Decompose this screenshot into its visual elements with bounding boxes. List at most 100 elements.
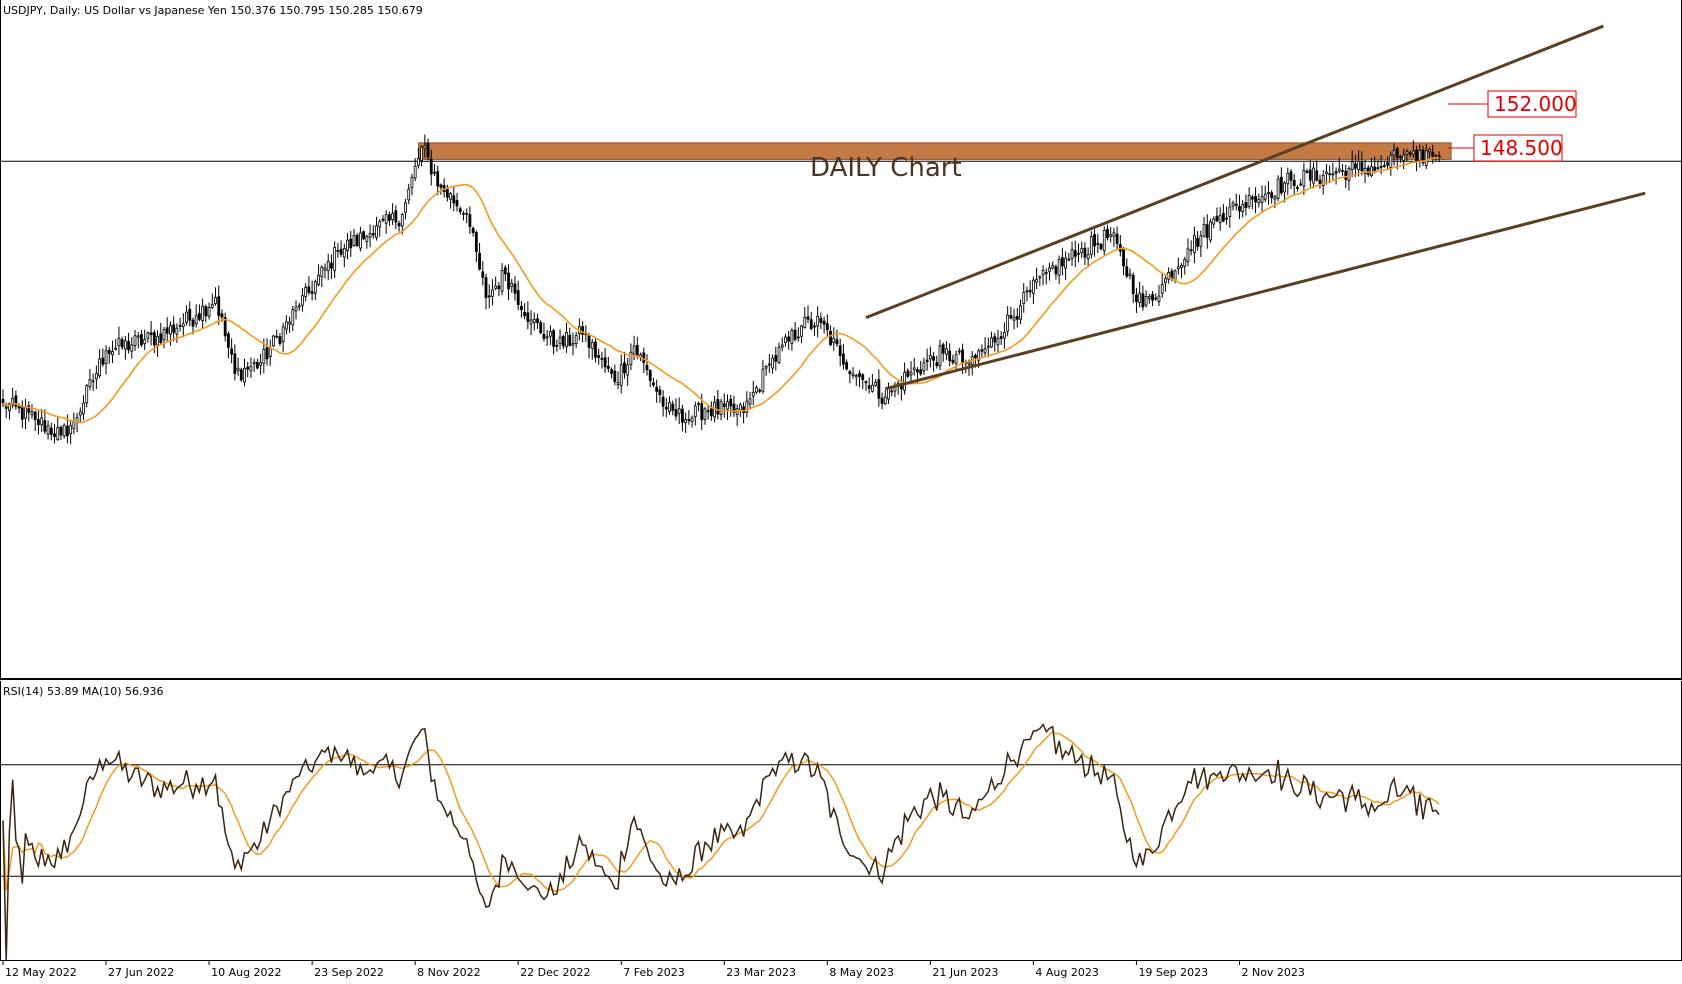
candle: [1064, 251, 1067, 280]
candle-body: [581, 326, 584, 335]
candle: [645, 354, 649, 376]
candle-body: [603, 357, 607, 368]
candle: [484, 273, 488, 310]
candle-body: [56, 427, 60, 441]
candle: [1305, 168, 1309, 174]
candle: [748, 391, 752, 408]
candle-body: [217, 296, 221, 316]
candle: [1196, 231, 1200, 251]
candle-body: [123, 340, 127, 350]
candle: [1186, 238, 1190, 267]
candle-body: [1334, 171, 1338, 174]
candle-body: [1060, 257, 1064, 267]
candle: [954, 350, 958, 371]
candle-body: [858, 373, 861, 377]
candle: [384, 210, 388, 234]
candle-body: [1003, 331, 1006, 339]
candle-body: [191, 319, 195, 327]
candle-body: [993, 336, 997, 343]
candle: [565, 322, 568, 353]
candle-body: [932, 356, 935, 361]
candle: [500, 263, 504, 296]
candle: [1331, 162, 1335, 182]
x-tick-label: 8 Nov 2022: [417, 966, 480, 979]
candle: [1115, 226, 1119, 251]
candle: [784, 333, 787, 347]
candle-body: [1366, 167, 1370, 175]
candle: [91, 373, 95, 392]
candle: [255, 358, 259, 370]
candle: [777, 342, 781, 365]
candle: [275, 329, 279, 339]
candle: [146, 331, 150, 343]
candle-body: [117, 337, 121, 347]
candle-body: [53, 433, 56, 438]
candle: [906, 368, 910, 379]
candle-body: [1193, 235, 1196, 253]
trend-channel-layer: [865, 24, 1646, 391]
candle: [198, 304, 201, 322]
candle: [945, 341, 948, 360]
candle-body: [413, 165, 417, 179]
candle-body: [268, 347, 272, 357]
candle: [1131, 272, 1135, 304]
candle-body: [1431, 151, 1435, 157]
candle-body: [281, 326, 285, 343]
x-tick-label: 4 Aug 2023: [1035, 966, 1098, 979]
candle-body: [532, 318, 536, 323]
candle-body: [352, 235, 356, 246]
candle: [861, 373, 865, 390]
candle: [117, 326, 121, 356]
candle: [297, 302, 301, 311]
candle-body: [819, 317, 823, 323]
candle-body: [706, 410, 710, 413]
candle: [652, 377, 655, 387]
candle-body: [1089, 236, 1093, 255]
candle-body: [990, 337, 993, 348]
candle: [365, 234, 369, 249]
candle-body: [66, 425, 69, 437]
candle-body: [1241, 204, 1245, 212]
candle-body: [378, 221, 382, 228]
candle-body: [629, 351, 633, 365]
candle: [516, 280, 520, 311]
candle-body: [729, 398, 733, 407]
candle-body: [474, 232, 478, 253]
candle-body: [1376, 167, 1380, 170]
candle: [520, 301, 523, 318]
candle: [1209, 218, 1212, 243]
candle: [397, 220, 401, 232]
candle: [642, 347, 646, 373]
candle-body: [310, 291, 314, 294]
candle: [1321, 170, 1325, 195]
candle: [1424, 144, 1428, 170]
candle-body: [1099, 243, 1103, 250]
candle-body: [1102, 230, 1106, 252]
candle-body: [387, 214, 391, 221]
candle: [735, 404, 739, 427]
candle: [429, 149, 433, 186]
candle-body: [1228, 206, 1232, 217]
candle-body: [883, 396, 887, 405]
candle-body: [539, 322, 543, 333]
candle: [1231, 200, 1235, 211]
candle-body: [1305, 170, 1309, 173]
candle-body: [330, 262, 333, 269]
candle-body: [304, 286, 308, 298]
candle-body: [951, 359, 955, 363]
candle: [970, 351, 974, 376]
candle: [320, 265, 324, 288]
candle-body: [536, 318, 539, 324]
candle: [162, 326, 166, 349]
candle: [1312, 162, 1315, 188]
candle-body: [449, 193, 452, 200]
candle: [349, 230, 353, 257]
candle: [59, 425, 63, 441]
candle-body: [1077, 252, 1080, 255]
candle-body: [433, 171, 436, 174]
candle: [56, 417, 60, 441]
price-level-label: 152.000: [1494, 92, 1577, 116]
candle-body: [677, 408, 681, 414]
candle-body: [1006, 314, 1010, 332]
candle: [1405, 148, 1409, 162]
